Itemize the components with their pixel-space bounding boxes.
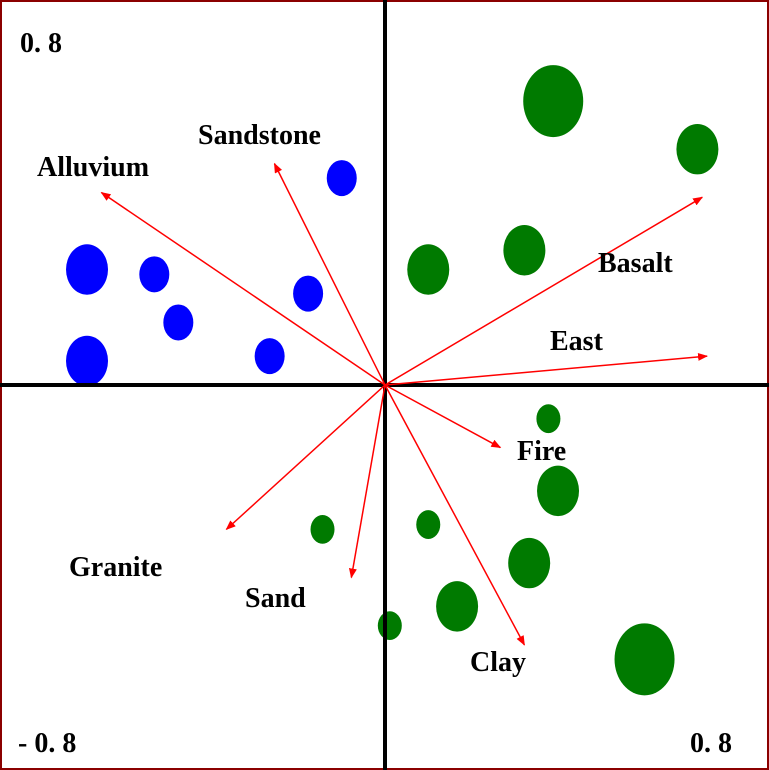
vectors-layer: Alluvium Sandstone Basalt East Fire Granite Sa…: [37, 120, 709, 678]
vector-label-granite: Granite: [69, 552, 162, 583]
data-point-5: [293, 275, 324, 312]
corner-label-top-left: 0. 8: [20, 28, 62, 59]
vector-label-clay: Clay: [470, 647, 526, 678]
vector-arrow-basalt: [384, 196, 704, 386]
data-point-14: [508, 537, 551, 589]
data-point-7: [326, 160, 357, 197]
vector-label-sandstone: Sandstone: [198, 120, 321, 151]
data-point-19: [614, 623, 675, 696]
corner-label-bottom-right: 0. 8: [690, 728, 732, 759]
vector-arrow-fire: [384, 384, 502, 449]
data-point-18: [377, 611, 402, 641]
data-point-2: [66, 335, 109, 387]
data-point-13: [537, 465, 580, 517]
vector-arrow-sand: [348, 384, 386, 579]
vector-arrow-alluvium: [100, 191, 386, 386]
data-point-15: [416, 510, 441, 539]
vector-label-sand: Sand: [245, 583, 306, 614]
data-point-10: [503, 225, 546, 276]
vector-label-east: East: [550, 326, 604, 357]
vector-arrow-clay: [384, 384, 526, 646]
data-point-12: [536, 404, 561, 434]
vector-arrow-granite: [225, 384, 386, 531]
vector-arrow-east: [384, 352, 709, 386]
data-point-9: [676, 123, 719, 175]
data-point-1: [66, 244, 109, 295]
vector-label-alluvium: Alluvium: [37, 152, 149, 183]
data-point-4: [163, 304, 194, 341]
vector-arrow-sandstone: [273, 162, 386, 386]
data-point-11: [407, 244, 450, 295]
data-point-8: [523, 65, 584, 138]
corner-label-bottom-left: - 0. 8: [18, 728, 76, 759]
data-point-17: [436, 581, 479, 632]
points-layer: [66, 65, 719, 696]
data-point-6: [254, 338, 285, 375]
data-point-3: [139, 256, 170, 293]
vector-label-basalt: Basalt: [598, 248, 673, 279]
vector-label-fire: Fire: [517, 436, 566, 467]
data-point-16: [310, 514, 335, 544]
